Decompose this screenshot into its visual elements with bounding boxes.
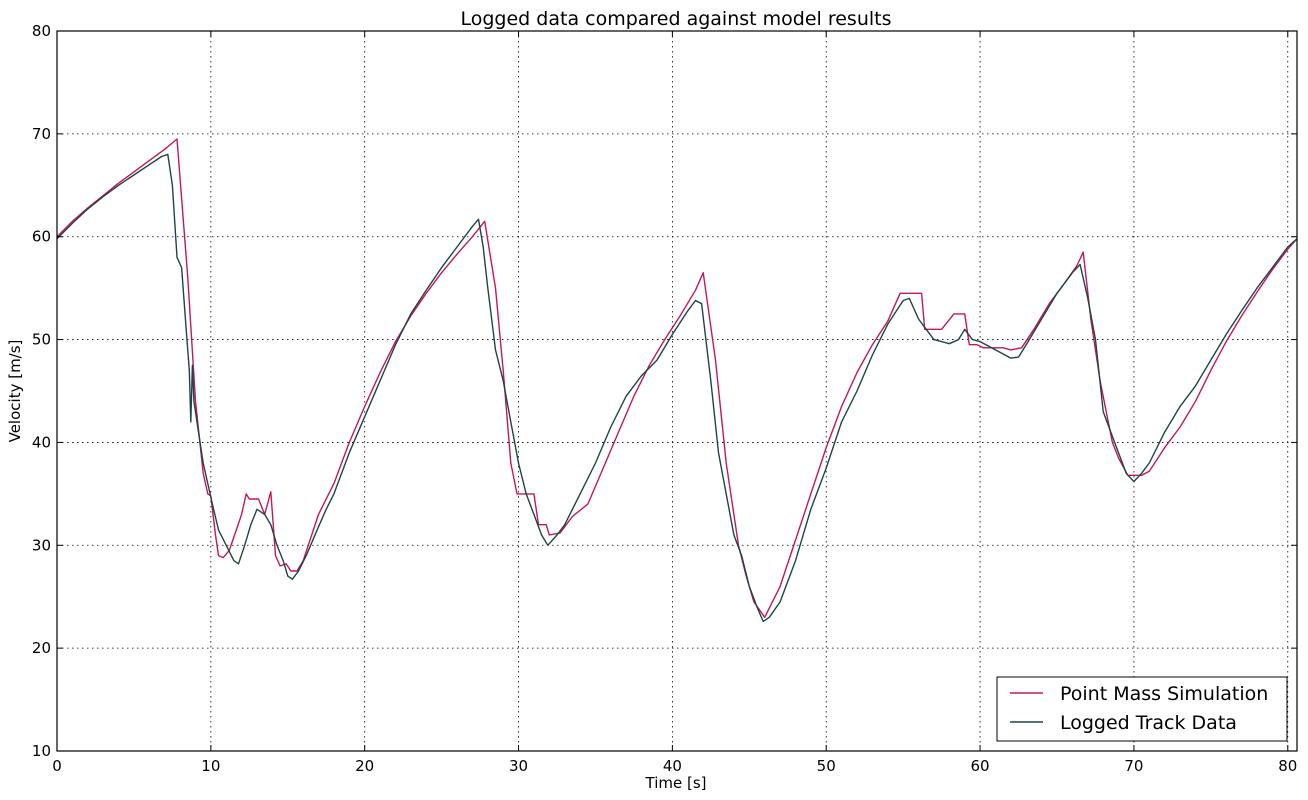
legend-label-simulation: Point Mass Simulation xyxy=(1060,683,1268,705)
x-tick-label: 20 xyxy=(355,757,374,775)
x-tick-label: 10 xyxy=(201,757,220,775)
legend-box xyxy=(996,676,1288,742)
y-tick-label: 30 xyxy=(32,536,51,554)
x-tick-label: 60 xyxy=(971,757,990,775)
x-tick-label: 30 xyxy=(509,757,528,775)
series-layer xyxy=(56,138,1298,623)
x-tick-label: 70 xyxy=(1124,757,1143,775)
x-tick-label: 0 xyxy=(52,757,62,775)
y-tick-label: 60 xyxy=(32,228,51,246)
y-tick-label: 50 xyxy=(32,331,51,349)
legend: Point Mass Simulation Logged Track Data xyxy=(996,676,1288,742)
y-tick-label: 10 xyxy=(32,742,51,760)
series-line-logged-track-data xyxy=(56,153,1298,623)
y-tick-label: 20 xyxy=(32,639,51,657)
x-tick-label: 50 xyxy=(817,757,836,775)
plot-frame xyxy=(56,30,1298,752)
x-tick-label: 40 xyxy=(663,757,682,775)
y-tick-label: 70 xyxy=(32,125,51,143)
series-line-point-mass-simulation xyxy=(56,138,1298,618)
grid-lines xyxy=(57,31,1297,751)
y-tick-label: 40 xyxy=(32,433,51,451)
x-axis-label: Time [s] xyxy=(645,774,707,792)
y-axis-label: Velocity [m/s] xyxy=(6,340,24,443)
legend-label-logged: Logged Track Data xyxy=(1060,712,1237,734)
y-tick-label: 80 xyxy=(32,22,51,40)
x-tick-label: 80 xyxy=(1278,757,1297,775)
chart-title: Logged data compared against model resul… xyxy=(461,8,892,30)
